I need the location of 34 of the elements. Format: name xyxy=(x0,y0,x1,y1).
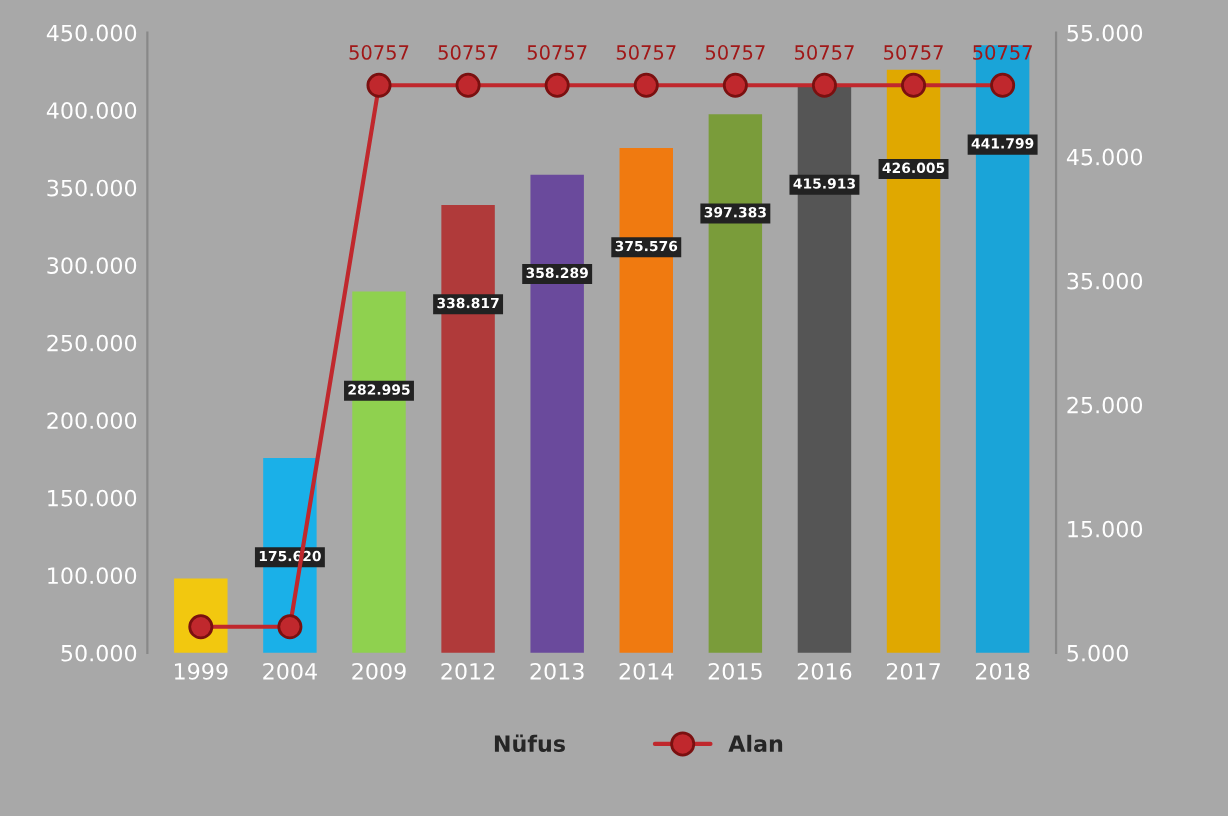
x-tick-label: 2015 xyxy=(708,662,762,680)
legend-label: Alan xyxy=(728,734,783,753)
y-tick-label: 200.000 xyxy=(47,412,137,429)
data-label: 50757 xyxy=(705,45,765,60)
data-label: 50757 xyxy=(438,45,498,60)
y-tick-label: 450.000 xyxy=(46,24,137,42)
data-label: 50757 xyxy=(349,45,409,60)
y2-tick-label: 35.000 xyxy=(1067,272,1143,290)
x-tick-label: 2017 xyxy=(886,662,940,680)
data-label: 50757 xyxy=(795,45,854,60)
x-tick-label: 2004 xyxy=(263,662,317,680)
y-tick-label: 150.000 xyxy=(48,489,137,507)
y-tick-label: 100.000 xyxy=(48,567,137,585)
y-tick-label: 50.000 xyxy=(61,644,137,662)
y-tick-label: 400.000 xyxy=(46,102,137,119)
y-tick-label: 350.000 xyxy=(47,179,137,197)
y2-tick-label: 25.000 xyxy=(1067,396,1143,414)
data-label: 50757 xyxy=(527,45,587,60)
x-tick-label: 2014 xyxy=(619,662,674,680)
x-tick-label: 1999 xyxy=(174,662,228,680)
data-label: 50757 xyxy=(616,45,676,60)
y2-tick-label: 15.000 xyxy=(1068,520,1143,538)
x-tick-label: 2018 xyxy=(975,662,1030,680)
y2-tick-label: 55.000 xyxy=(1067,24,1143,42)
x-tick-label: 2009 xyxy=(352,662,406,680)
series-label: Nüfus xyxy=(494,734,565,753)
data-label: 50757 xyxy=(884,45,943,60)
y-tick-label: 300.000 xyxy=(47,257,137,274)
x-tick-label: 2012 xyxy=(441,662,495,680)
y2-tick-label: 45.000 xyxy=(1066,148,1143,166)
x-tick-label: 2013 xyxy=(530,662,584,680)
y-tick-label: 250.000 xyxy=(47,334,137,352)
y2-tick-label: 5.000 xyxy=(1067,644,1128,662)
x-tick-label: 2016 xyxy=(797,662,852,680)
